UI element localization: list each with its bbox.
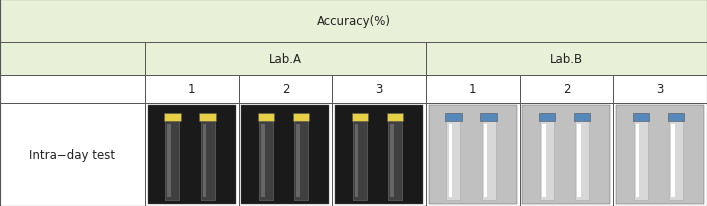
Bar [387,113,403,122]
Bar [145,103,239,206]
Bar [484,125,487,197]
Bar [239,75,332,103]
Text: 2: 2 [281,83,289,96]
Bar [540,119,554,200]
Text: 3: 3 [657,83,664,96]
Bar [445,113,462,122]
Bar [0,43,145,75]
Bar [145,75,239,103]
Bar [332,75,426,103]
Bar [168,125,171,197]
Text: 3: 3 [375,83,382,96]
Bar [148,105,236,204]
Bar [481,113,497,122]
Bar [578,125,581,197]
Bar [574,113,590,122]
Bar [332,103,426,206]
Bar [145,43,426,75]
Bar [575,119,590,200]
Bar [0,75,145,103]
Bar [0,0,707,43]
Bar [201,119,215,200]
Text: 1: 1 [188,83,196,96]
Bar [633,119,648,200]
Bar [164,113,180,122]
Bar [446,119,460,200]
Bar [539,113,555,122]
Bar [481,119,496,200]
Text: Lab.B: Lab.B [550,53,583,66]
Bar [426,75,520,103]
Bar [448,125,452,197]
Bar [203,125,206,197]
Bar [355,125,358,197]
Bar [390,125,394,197]
Text: 1: 1 [469,83,477,96]
Bar [293,113,310,122]
Text: Lab.A: Lab.A [269,53,302,66]
Bar [614,75,707,103]
Bar [428,105,517,204]
Bar [294,119,308,200]
Text: Intra−day test: Intra−day test [30,148,115,161]
Bar [388,119,402,200]
Bar [426,103,520,206]
Bar [671,125,674,197]
Bar [0,103,145,206]
Bar [542,125,546,197]
Bar [296,125,300,197]
Bar [351,113,368,122]
Bar [617,105,704,204]
Bar [239,103,332,206]
Bar [353,119,367,200]
Bar [259,119,273,200]
Bar [520,75,614,103]
Bar [242,105,329,204]
Bar [636,125,639,197]
Bar [522,105,610,204]
Text: Accuracy(%): Accuracy(%) [317,15,390,28]
Bar [633,113,649,122]
Bar [426,43,707,75]
Bar [165,119,180,200]
Bar [614,103,707,206]
Bar [199,113,216,122]
Bar [258,113,274,122]
Bar [668,113,684,122]
Text: 2: 2 [563,83,571,96]
Bar [520,103,614,206]
Bar [335,105,423,204]
Bar [261,125,264,197]
Bar [669,119,683,200]
